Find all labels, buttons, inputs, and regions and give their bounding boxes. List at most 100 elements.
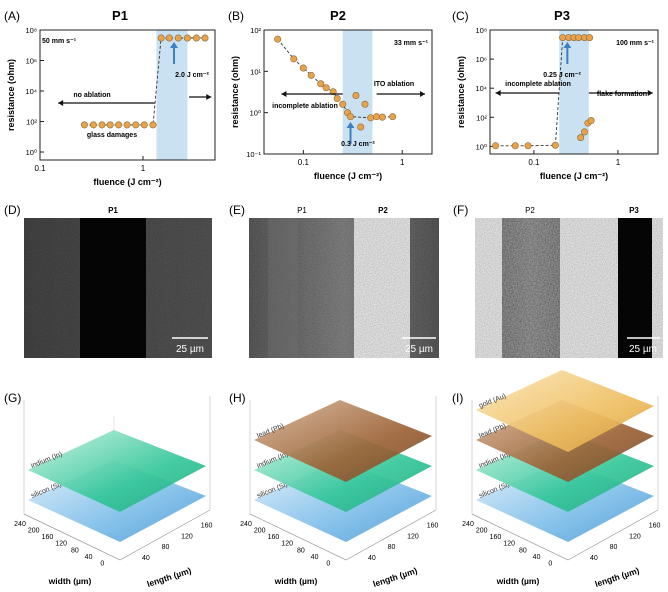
data-point	[274, 35, 282, 43]
length-tick-label: 160	[649, 522, 661, 529]
data-point	[183, 34, 191, 42]
length-tick-label: 40	[142, 555, 150, 562]
width-axis-label: width (µm)	[48, 576, 92, 586]
y-tick-label: 10⁸	[25, 26, 37, 35]
data-point	[201, 34, 209, 42]
y-tick-label: 10²	[26, 118, 37, 127]
panel-letter-a: (A)	[4, 9, 20, 23]
data-point	[333, 95, 341, 103]
width-tick-label: 200	[254, 528, 266, 535]
data-point	[290, 55, 298, 63]
y-axis-label: resistance (ohm)	[456, 56, 466, 128]
width-tick-label: 200	[476, 528, 488, 535]
y-axis-label: resistance (ohm)	[6, 59, 16, 131]
sem-p1-trench	[268, 218, 298, 358]
region-arrow-left-head	[281, 91, 287, 97]
y-tick-label: 10⁰	[26, 148, 37, 157]
sem-p3-trench	[618, 218, 652, 358]
width-tick-label: 80	[519, 547, 527, 554]
layer-surface	[28, 430, 206, 512]
y-tick-label: 10⁰	[476, 142, 487, 151]
width-tick-label: 120	[281, 541, 293, 548]
data-point	[367, 114, 375, 122]
layer-map-g: (G) silicon (Si)indium (In)2402001601208…	[4, 391, 212, 589]
width-tick-label: 40	[311, 554, 319, 561]
width-tick-label: 240	[14, 521, 26, 528]
length-axis-label: length (µm)	[372, 565, 419, 589]
width-tick-label: 120	[55, 541, 67, 548]
length-tick-label: 80	[388, 544, 396, 551]
width-axis-label: width (µm)	[274, 576, 318, 586]
sem-image-p2-p3: (F) P2 P3 25 µm	[453, 203, 663, 358]
x-tick-label: 0.1	[298, 158, 310, 167]
length-tick-label: 120	[407, 533, 419, 540]
chart-p3: (C) P3 0.1 1 10⁰ 10² 10⁴ 10⁶ 10⁸ fluence (J cm⁻…	[452, 8, 659, 181]
data-point	[106, 121, 114, 129]
panel-letter-h: (H)	[229, 391, 246, 405]
width-tick-label: 0	[100, 560, 104, 567]
width-tick-label: 120	[503, 541, 515, 548]
x-tick-label: 1	[400, 158, 405, 167]
data-point	[580, 128, 588, 136]
length-tick-label: 120	[181, 533, 193, 540]
sem-label-p2: P2	[378, 206, 388, 215]
data-point	[524, 142, 532, 150]
sem-p2-trench	[354, 218, 410, 358]
annotation-threshold-p1: 2.0 J cm⁻²	[175, 72, 209, 79]
threshold-arrow-head	[346, 122, 355, 128]
data-point	[123, 121, 131, 129]
chart-p1: (A) P1 0.1 1 10⁰ 10² 10⁴ 10⁶ 10⁸ fluence (J cm⁻…	[4, 8, 216, 187]
panel-letter-e: (E)	[229, 203, 245, 217]
data-point	[577, 134, 585, 142]
region-arrow-right-head	[206, 94, 212, 100]
data-point	[587, 117, 595, 125]
y-tick-label: 10⁶	[26, 57, 37, 66]
layer-surface	[254, 400, 432, 482]
layer-map-h: (H) silicon (Si)indium (In)lead (Pb)2402…	[229, 391, 438, 589]
panel-letter-d: (D)	[4, 203, 21, 217]
sem-label-p3: P3	[629, 206, 639, 215]
width-tick-label: 200	[28, 528, 40, 535]
annotation-threshold-p2: 0.3 J cm⁻²	[341, 141, 375, 148]
data-point	[322, 84, 330, 92]
width-tick-label: 40	[85, 554, 93, 561]
y-tick-label: 10⁶	[476, 55, 487, 64]
speed-label-p1: 50 mm s⁻¹	[42, 38, 77, 45]
width-tick-label: 80	[71, 547, 79, 554]
plot-frame	[39, 29, 216, 161]
plot-frame	[263, 29, 433, 155]
width-tick-label: 240	[240, 521, 252, 528]
length-axis-label: length (µm)	[594, 565, 641, 589]
data-point	[307, 71, 315, 79]
data-point	[511, 142, 519, 150]
annotation-glass-damages: glass damages	[87, 132, 137, 139]
width-tick-label: 80	[297, 547, 305, 554]
width-axis-label: width (µm)	[496, 576, 540, 586]
region-arrow-left-head	[58, 100, 64, 106]
panel-letter-c: (C)	[452, 9, 469, 23]
length-tick-label: 40	[368, 555, 376, 562]
annotation-incomplete-ablation-p3: incomplete ablation	[505, 81, 571, 88]
y-tick-label: 10¹	[250, 67, 261, 76]
chart-title-p2: P2	[330, 8, 346, 23]
sem-p2-trench	[502, 218, 560, 358]
data-point	[339, 100, 347, 108]
length-tick-label: 80	[162, 544, 170, 551]
y-tick-label: 10²	[476, 113, 487, 122]
data-point	[132, 121, 140, 129]
threshold-arrow-head	[563, 42, 572, 48]
length-tick-label: 160	[201, 522, 213, 529]
data-point	[98, 121, 106, 129]
panel-letter-b: (B)	[228, 9, 244, 23]
data-point	[299, 64, 307, 72]
length-tick-label: 160	[427, 522, 439, 529]
y-tick-label: 10⁸	[475, 26, 487, 35]
data-point	[317, 80, 325, 88]
x-tick-label: 0.1	[34, 164, 46, 173]
data-point	[551, 141, 559, 149]
data-point	[361, 100, 369, 108]
x-tick-label: 1	[616, 158, 621, 167]
region-arrow-right-head	[420, 91, 426, 97]
threshold-band	[156, 30, 188, 160]
data-point	[559, 34, 567, 42]
